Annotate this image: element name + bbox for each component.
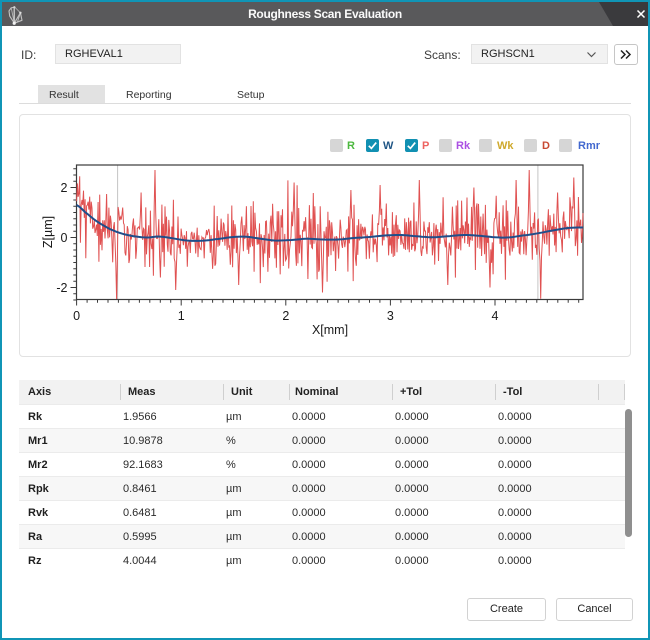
svg-text:0: 0: [73, 309, 80, 323]
svg-text:X[mm]: X[mm]: [312, 323, 348, 337]
svg-text:0: 0: [61, 231, 68, 245]
svg-text:2: 2: [61, 181, 68, 195]
svg-text:Z[µm]: Z[µm]: [41, 216, 55, 248]
svg-text:3: 3: [387, 309, 394, 323]
svg-text:4: 4: [492, 309, 499, 323]
svg-text:1: 1: [178, 309, 185, 323]
svg-text:2: 2: [282, 309, 289, 323]
svg-text:-2: -2: [56, 281, 67, 295]
